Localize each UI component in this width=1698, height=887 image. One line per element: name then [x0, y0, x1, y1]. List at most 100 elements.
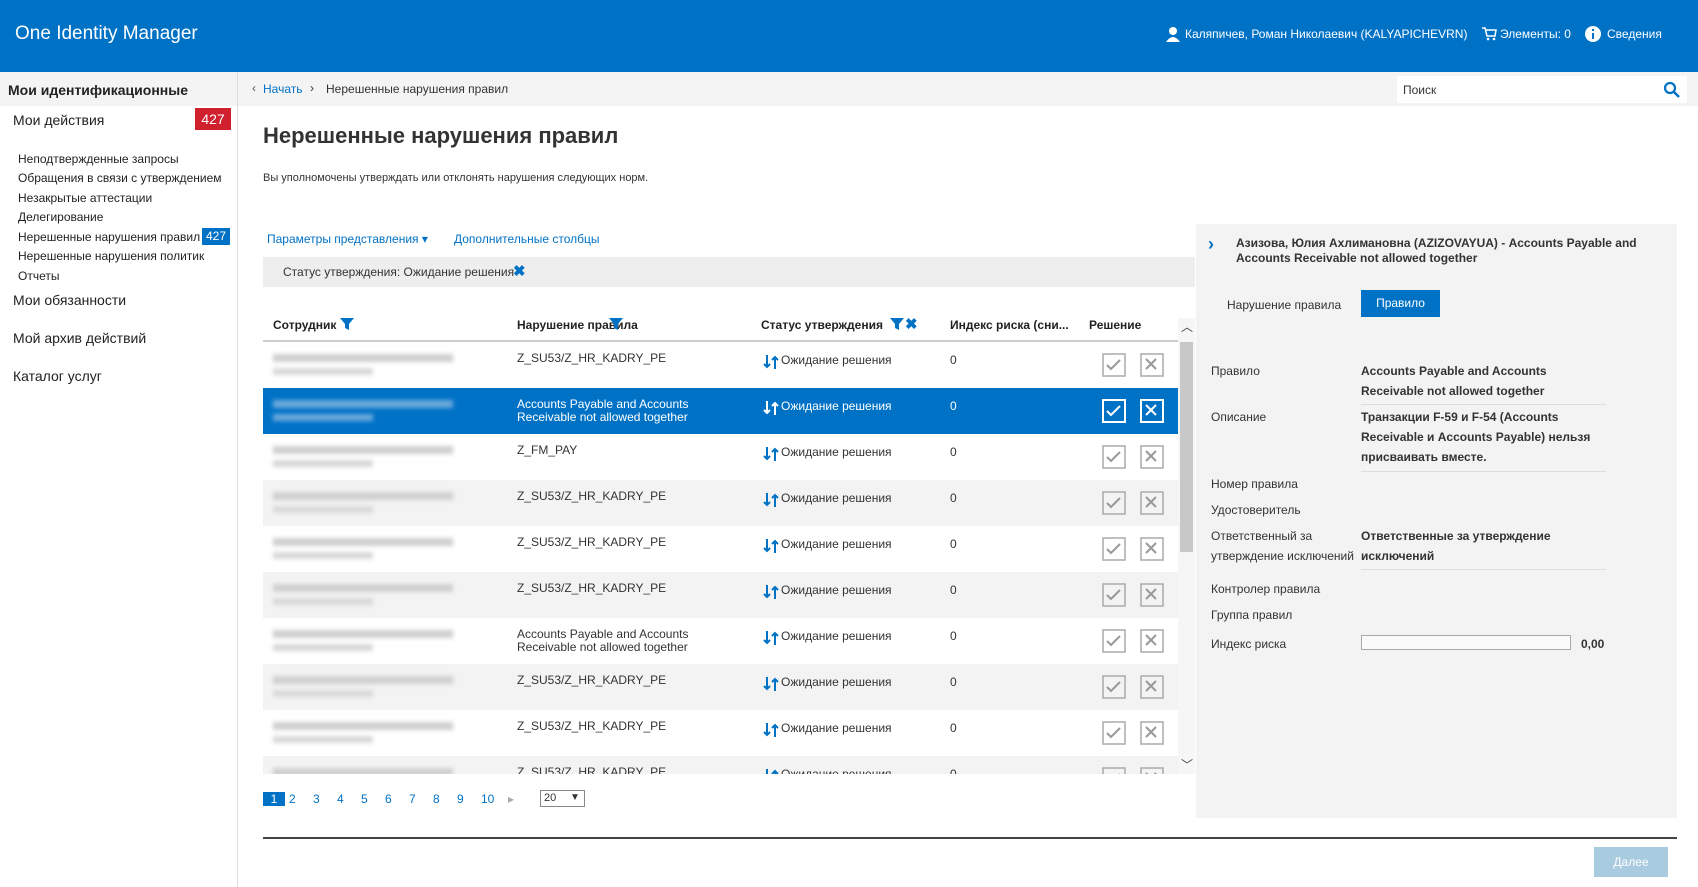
- decision-button[interactable]: [1102, 767, 1126, 774]
- page-link[interactable]: 2: [289, 792, 296, 806]
- decision-button[interactable]: [1102, 721, 1126, 745]
- field-label: Группа правил: [1211, 608, 1293, 622]
- page-size[interactable]: 20 ▼: [540, 790, 585, 807]
- page-link[interactable]: 3: [313, 792, 320, 806]
- status-icon: [763, 491, 779, 507]
- view-settings[interactable]: Параметры представления ▾: [267, 232, 428, 246]
- column-header[interactable]: Индекс риска (сни...: [950, 318, 1069, 332]
- filter-text: Статус утверждения: Ожидание решения: [283, 265, 515, 279]
- column-header[interactable]: Решение: [1089, 318, 1142, 332]
- page-link[interactable]: 8: [433, 792, 440, 806]
- page-link[interactable]: 5: [361, 792, 368, 806]
- decision-button[interactable]: [1102, 353, 1126, 377]
- scroll-thumb[interactable]: [1180, 342, 1193, 552]
- app-title: One Identity Manager: [15, 23, 198, 44]
- table-row[interactable]: Z_SU53/Z_HR_KADRY_PE Ожидание решения 0: [263, 572, 1178, 618]
- view-settings-label: Параметры представления: [267, 232, 419, 246]
- nav-subitem[interactable]: Неподтвержденные запросы: [18, 152, 179, 166]
- table-row[interactable]: Z_SU53/Z_HR_KADRY_PE Ожидание решения 0: [263, 526, 1178, 572]
- decision-button[interactable]: [1140, 583, 1164, 607]
- table-row[interactable]: Z_SU53/Z_HR_KADRY_PE Ожидание решения 0: [263, 342, 1178, 388]
- violation: Z_SU53/Z_HR_KADRY_PE: [517, 535, 667, 549]
- table-row[interactable]: Z_SU53/Z_HR_KADRY_PE Ожидание решения 0: [263, 664, 1178, 710]
- nav-subitem[interactable]: Незакрытые аттестации: [18, 191, 153, 205]
- nav-item[interactable]: Мои обязанности: [13, 292, 127, 308]
- collapse-icon[interactable]: ›: [1208, 234, 1214, 254]
- decision-button[interactable]: [1140, 721, 1164, 745]
- decision-button[interactable]: [1140, 445, 1164, 469]
- table-row[interactable]: Z_SU53/Z_HR_KADRY_PE Ожидание решения 0: [263, 710, 1178, 756]
- decision-button[interactable]: [1102, 491, 1126, 515]
- nav-subitem[interactable]: Нерешенные нарушения правил: [18, 230, 201, 244]
- table-row[interactable]: Z_SU53/Z_HR_KADRY_PE Ожидание решения 0: [263, 480, 1178, 526]
- decision-button[interactable]: [1102, 629, 1126, 653]
- status-icon: [763, 675, 779, 691]
- nav-item[interactable]: Каталог услуг: [13, 368, 102, 384]
- page-link[interactable]: 4: [337, 792, 344, 806]
- page-link[interactable]: 1: [263, 792, 285, 806]
- page-link[interactable]: 7: [409, 792, 416, 806]
- decision-button[interactable]: [1140, 399, 1164, 423]
- field-divider: [1361, 404, 1606, 405]
- risk-index: 0: [950, 583, 957, 597]
- violation: Z_SU53/Z_HR_KADRY_PE: [517, 719, 667, 733]
- tab-violation[interactable]: Нарушение правила: [1227, 298, 1342, 312]
- page-next[interactable]: ▸: [508, 792, 515, 806]
- filter-icon[interactable]: [608, 316, 624, 335]
- table-row[interactable]: Z_SU53/Z_HR_KADRY_PE Ожидание решения 0: [263, 756, 1178, 774]
- decision-button[interactable]: [1140, 767, 1164, 774]
- decision-button[interactable]: [1140, 629, 1164, 653]
- status-icon: [763, 353, 779, 369]
- column-header[interactable]: Статус утверждения: [761, 318, 883, 332]
- violation: Z_SU53/Z_HR_KADRY_PE: [517, 673, 667, 687]
- scroll-down[interactable]: ﹀: [1181, 758, 1194, 772]
- info-menu[interactable]: Сведения: [1607, 27, 1662, 41]
- filter-icon[interactable]: [339, 316, 355, 335]
- decision-button[interactable]: [1140, 537, 1164, 561]
- nav-subitem[interactable]: Отчеты: [18, 269, 60, 283]
- violation: Z_SU53/Z_HR_KADRY_PE: [517, 581, 667, 595]
- decision-button[interactable]: [1140, 491, 1164, 515]
- extra-columns[interactable]: Дополнительные столбцы: [454, 232, 600, 246]
- blurred-name: [273, 584, 453, 592]
- breadcrumb-home[interactable]: Начать: [263, 82, 303, 96]
- risk-label: Индекс риска: [1211, 637, 1287, 651]
- decision-button[interactable]: [1102, 583, 1126, 607]
- decision-button[interactable]: [1140, 675, 1164, 699]
- nav-subitem[interactable]: Обращения в связи с утверждением: [18, 171, 222, 185]
- status: Ожидание решения: [781, 399, 892, 413]
- nav-subitem[interactable]: Нерешенные нарушения политик: [18, 249, 205, 263]
- nav-item[interactable]: Мой архив действий: [13, 330, 147, 346]
- table-row[interactable]: Z_FM_PAY Ожидание решения 0: [263, 434, 1178, 480]
- page-link[interactable]: 9: [457, 792, 464, 806]
- decision-button[interactable]: [1140, 353, 1164, 377]
- scrollbar[interactable]: ︿ ﹀: [1178, 318, 1195, 774]
- cart[interactable]: Элементы: 0: [1500, 27, 1571, 41]
- decision-button[interactable]: [1102, 399, 1126, 423]
- table-row[interactable]: Accounts Payable and Accounts Receivable…: [263, 388, 1178, 434]
- search-box[interactable]: Поиск: [1397, 76, 1687, 103]
- search-icon[interactable]: [1663, 81, 1680, 98]
- user-menu[interactable]: Каляпичев, Роман Николаевич (KALYAPICHEV…: [1185, 27, 1468, 41]
- risk-index: 0: [950, 353, 957, 367]
- risk-bar: [1361, 635, 1571, 650]
- column-header[interactable]: Сотрудник: [273, 318, 337, 332]
- detail-panel: › Азизова, Юлия Ахлимановна (AZIZOVAYUA)…: [1196, 224, 1677, 818]
- decision-button[interactable]: [1102, 675, 1126, 699]
- table-row[interactable]: Accounts Payable and Accounts Receivable…: [263, 618, 1178, 664]
- decision-button[interactable]: [1102, 445, 1126, 469]
- decision-button[interactable]: [1102, 537, 1126, 561]
- scroll-up[interactable]: ︿: [1181, 320, 1194, 334]
- page-link[interactable]: 6: [385, 792, 392, 806]
- next-button[interactable]: Далее: [1594, 847, 1668, 877]
- nav-subitem[interactable]: Делегирование: [18, 210, 104, 224]
- tab-rule[interactable]: Правило: [1361, 290, 1440, 317]
- page-link[interactable]: 10: [481, 792, 495, 806]
- nav-item[interactable]: Мои действия: [13, 112, 105, 128]
- blurred-name: [273, 630, 453, 638]
- column-header[interactable]: Нарушение правила: [517, 318, 638, 332]
- filter-clear[interactable]: ✖: [905, 316, 918, 333]
- filter-remove[interactable]: ✖: [513, 263, 526, 280]
- filter-icon[interactable]: [889, 316, 905, 335]
